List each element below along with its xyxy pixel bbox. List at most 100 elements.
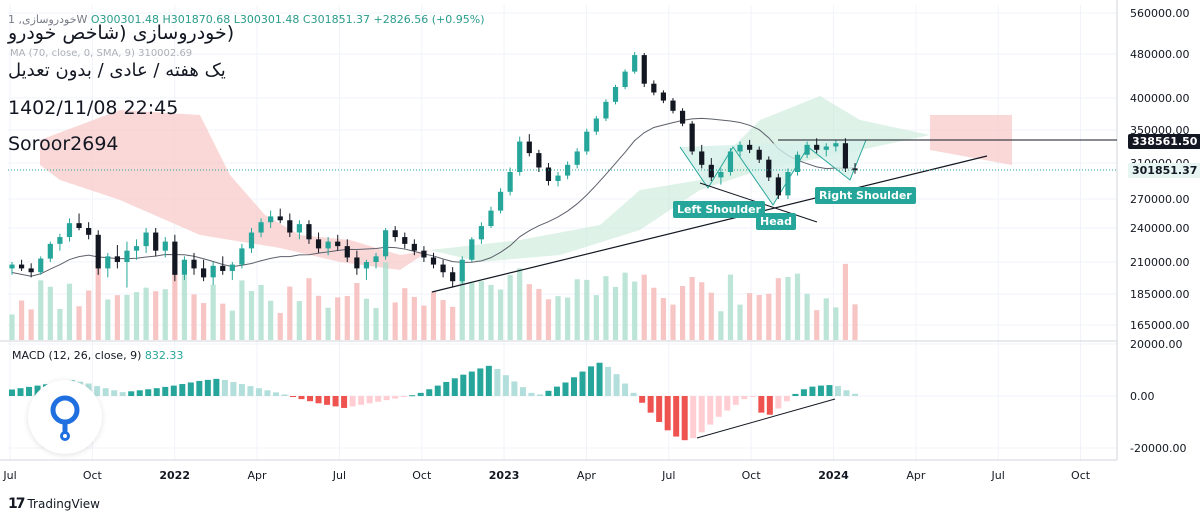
- macd-histogram-bar: [136, 390, 143, 396]
- volume-bar: [248, 291, 255, 340]
- macd-histogram-bar: [834, 386, 841, 396]
- macd-histogram-bar: [281, 394, 288, 396]
- macd-histogram-bar: [332, 396, 339, 407]
- macd-histogram-bar: [221, 379, 228, 396]
- candle-body: [191, 259, 197, 269]
- price-axis-label: 350000.00: [1130, 124, 1190, 137]
- volume-bar: [18, 300, 25, 340]
- volume-bar: [708, 292, 714, 340]
- macd-histogram-bar: [383, 396, 390, 401]
- macd-histogram-bar: [817, 385, 824, 396]
- time-axis-label: Jul: [332, 469, 346, 482]
- ohlc-legend: خودروسازی, 1W O300301.48 H301870.68 L300…: [8, 13, 485, 26]
- candle-body: [143, 232, 149, 247]
- volume-bar: [95, 261, 101, 340]
- candle-body: [574, 151, 580, 165]
- candle-body: [220, 265, 226, 271]
- candle-body: [545, 167, 552, 181]
- macd-histogram-bar: [639, 396, 646, 403]
- candle-body: [507, 172, 513, 192]
- macd-histogram-bar: [451, 378, 458, 396]
- tradingview-logo[interactable]: 17 TradingView: [8, 496, 100, 512]
- macd-histogram-bar: [766, 396, 773, 415]
- macd-histogram-bar: [392, 396, 399, 399]
- macd-histogram-bar: [290, 396, 296, 398]
- candle-body: [536, 153, 542, 168]
- time-axis-label: Apr: [906, 469, 926, 482]
- time-axis-label: Oct: [412, 469, 432, 482]
- volume-bar: [114, 295, 120, 340]
- right-shoulder-label[interactable]: Right Shoulder: [815, 187, 916, 204]
- volume-bar: [191, 294, 197, 340]
- head-shoulders-fill: [680, 140, 866, 205]
- candle-body: [86, 228, 92, 235]
- volume-bar: [651, 287, 657, 340]
- macd-histogram-bar: [622, 383, 629, 396]
- macd-histogram-bar: [94, 386, 101, 396]
- candle-body: [430, 257, 437, 265]
- volume-bar: [277, 312, 283, 340]
- macd-histogram-bar: [681, 396, 688, 441]
- price-axis-label: 560000.00: [1130, 7, 1190, 20]
- price-axis-label: 270000.00: [1130, 193, 1190, 206]
- ma-legend-label: MA (70, close, 0, SMA, 9): [10, 48, 135, 59]
- macd-histogram-bar: [630, 392, 637, 396]
- left-shoulder-label[interactable]: Left Shoulder: [673, 201, 766, 218]
- time-axis-label: Oct: [742, 469, 762, 482]
- macd-histogram-bar: [656, 396, 663, 422]
- macd-histogram-bar: [732, 396, 739, 405]
- volume-bar: [373, 307, 379, 340]
- macd-histogram-bar: [247, 386, 254, 396]
- tradingview-logo-text: TradingView: [27, 497, 100, 511]
- candle-body: [66, 223, 73, 238]
- candle-body: [737, 144, 743, 152]
- candle-body: [603, 101, 609, 119]
- candle-body: [18, 264, 25, 269]
- price-axis-label: 400000.00: [1130, 92, 1190, 105]
- candle-body: [95, 234, 101, 269]
- candle-body: [172, 241, 178, 275]
- macd-histogram-bar: [562, 382, 569, 396]
- price-axis-label: 165000.00: [1130, 319, 1190, 332]
- candle-body: [440, 264, 446, 273]
- volume-bar: [57, 308, 63, 340]
- macd-histogram-bar: [145, 389, 152, 396]
- volume-bar: [38, 280, 44, 340]
- candle-body: [105, 256, 111, 269]
- head-label[interactable]: Head: [756, 213, 796, 230]
- candle-body: [47, 243, 53, 259]
- volume-bar: [86, 290, 92, 340]
- macd-histogram-bar: [400, 396, 407, 398]
- macd-histogram-bar: [196, 380, 203, 396]
- macd-histogram-bar: [162, 386, 169, 396]
- volume-bar: [287, 286, 293, 340]
- volume-bar: [363, 298, 370, 340]
- macd-histogram-bar: [366, 396, 373, 404]
- volume-bar: [268, 300, 274, 340]
- candle-body: [469, 239, 475, 260]
- macd-histogram-bar: [843, 390, 850, 396]
- volume-bar: [718, 311, 724, 340]
- candle-body: [766, 159, 772, 178]
- chart-author: Soroor2694: [8, 133, 119, 155]
- candle-body: [315, 239, 322, 249]
- candle-body: [612, 87, 619, 102]
- volume-bar: [440, 300, 446, 340]
- candle-body: [162, 241, 168, 251]
- macd-histogram-bar: [800, 389, 807, 396]
- author-logo: [28, 380, 102, 454]
- candle-body: [833, 143, 839, 147]
- candle-body: [76, 223, 82, 228]
- macd-axis-label: -20000.00: [1130, 442, 1186, 455]
- candle-body: [9, 264, 15, 269]
- time-axis-label: Jul: [661, 469, 675, 482]
- volume-bar: [747, 293, 753, 340]
- macd-histogram-bar: [341, 396, 348, 408]
- candle-body: [124, 250, 130, 262]
- candle-body: [344, 246, 350, 258]
- price-axis-label: 240000.00: [1130, 222, 1190, 235]
- candle-body: [660, 92, 667, 101]
- macd-histogram-bar: [664, 396, 671, 431]
